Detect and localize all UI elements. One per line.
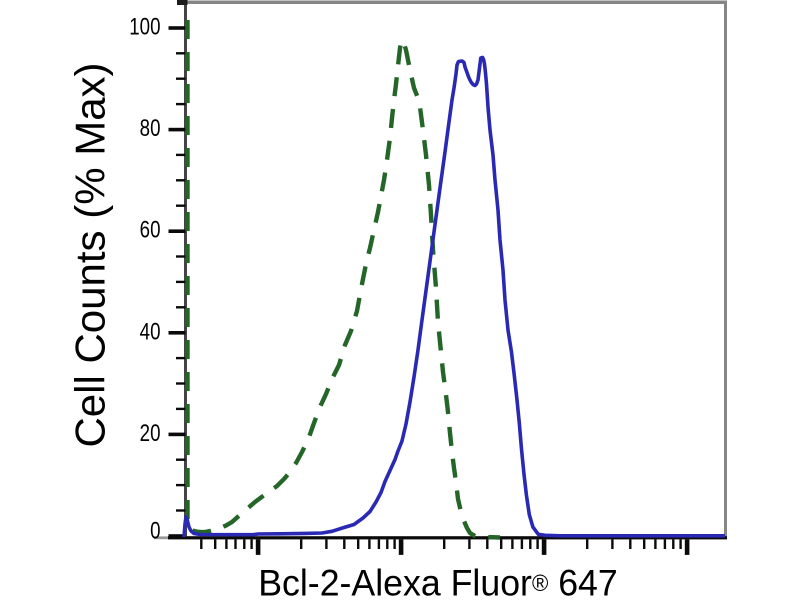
svg-text:Cell Counts (% Max): Cell Counts (% Max) xyxy=(67,62,114,447)
svg-text:60: 60 xyxy=(140,217,161,244)
svg-text:40: 40 xyxy=(140,318,161,345)
svg-text:0: 0 xyxy=(150,517,160,544)
svg-text:20: 20 xyxy=(140,420,161,447)
svg-text:80: 80 xyxy=(140,115,161,142)
svg-text:100: 100 xyxy=(129,13,160,40)
svg-text:Bcl-2-Alexa Fluor® 647: Bcl-2-Alexa Fluor® 647 xyxy=(258,562,618,600)
